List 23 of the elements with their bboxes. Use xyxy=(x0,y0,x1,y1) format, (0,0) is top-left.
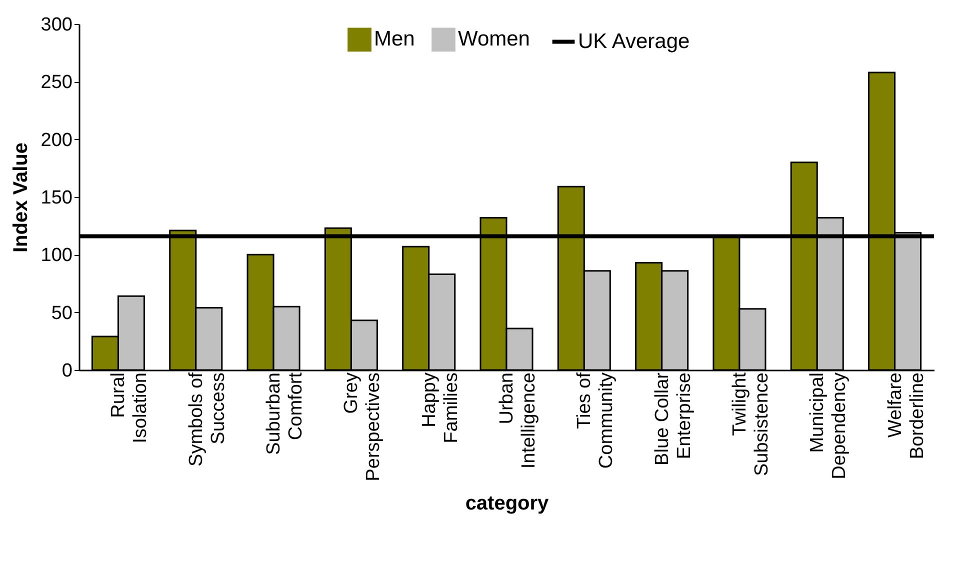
x-tick-label: Rural Isolation xyxy=(108,372,152,444)
y-tick-label: 300 xyxy=(40,14,72,36)
y-tick-label: 0 xyxy=(62,360,72,382)
x-tick-label: Welfare Borderline xyxy=(884,372,928,460)
y-tick-label: 200 xyxy=(40,130,72,151)
y-tick-label: 50 xyxy=(51,302,72,324)
x-tick-label: Twilight Subsistence xyxy=(729,372,772,476)
y-tick-label: 250 xyxy=(40,72,72,94)
x-tick-label: Happy Families xyxy=(418,372,462,444)
y-tick-label: 100 xyxy=(40,245,72,266)
legend-label: Men xyxy=(374,28,415,51)
x-tick-label: Symbols of Success xyxy=(186,372,229,466)
x-tick-label: Municipal Dependency xyxy=(807,372,850,480)
legend-label: UK Average xyxy=(578,30,690,53)
x-tick-label: Ties of Community xyxy=(574,372,618,469)
x-tick-label: Grey Perspectives xyxy=(341,372,384,482)
legend-label: Women xyxy=(458,28,530,51)
y-tick-label: 150 xyxy=(40,188,72,208)
x-tick-label: Blue Collar Enterprise xyxy=(652,372,695,466)
x-tick-label: Suburban Comfort xyxy=(264,372,307,455)
x-tick-label: Urban Intelligence xyxy=(496,372,540,469)
y-axis-title: Index Value xyxy=(10,142,32,253)
x-axis-title: category xyxy=(465,492,550,514)
